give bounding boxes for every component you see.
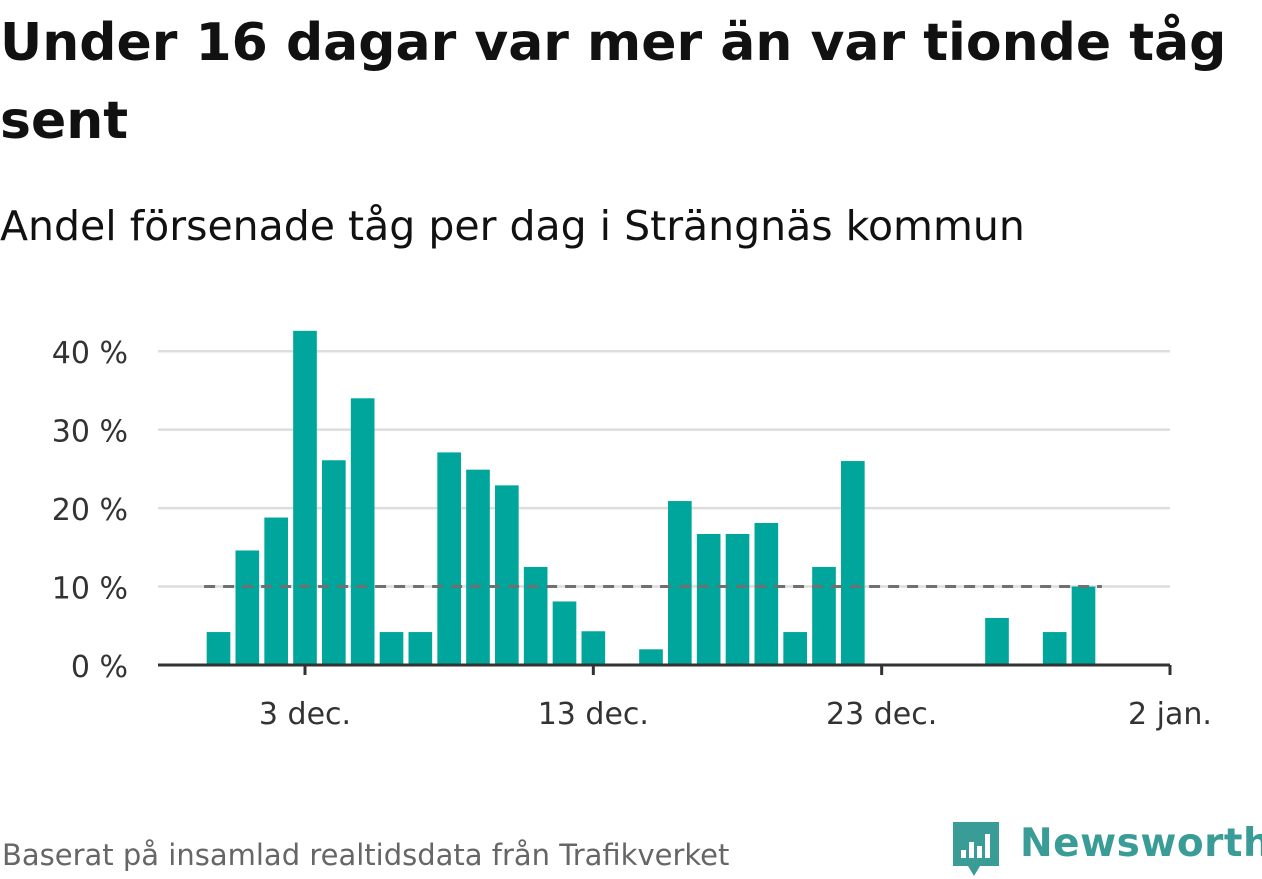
bar (293, 330, 317, 665)
brand-name: Newsworthy (1020, 821, 1262, 866)
x-axis-tick-labels: 3 dec. 13 dec. 23 dec. 2 jan. (259, 697, 1212, 732)
bar (495, 485, 519, 665)
bar (1071, 586, 1096, 665)
x-axis (158, 663, 1172, 675)
y-tick-label: 0 % (71, 650, 128, 685)
brand-logo[interactable]: Newsworthy (950, 818, 1262, 878)
x-tick-label: 13 dec. (538, 697, 649, 732)
source-note: Baserat på insamlad realtidsdata från Tr… (2, 838, 730, 872)
y-tick-label: 10 % (52, 572, 128, 607)
x-tick-label: 3 dec. (259, 697, 351, 732)
bar (668, 501, 692, 665)
bar (841, 461, 865, 665)
bar (985, 617, 1009, 665)
bars (206, 330, 1096, 665)
y-tick-label: 40 % (52, 336, 128, 371)
bar (466, 469, 490, 665)
bar (408, 632, 433, 665)
bar (379, 632, 404, 665)
bar (581, 631, 606, 665)
bar (350, 398, 375, 665)
newsworthy-logo-icon (953, 822, 999, 876)
chart-title: Under 16 dagar var mer än var tionde tåg… (0, 13, 1227, 151)
y-axis-tick-labels: 0 % 10 % 20 % 30 % 40 % (52, 336, 128, 685)
bar (783, 632, 807, 665)
bar (206, 632, 231, 665)
x-tick-label: 23 dec. (826, 697, 937, 732)
bar (725, 533, 750, 665)
bar (322, 460, 346, 665)
bar (552, 601, 577, 665)
x-tick-label: 2 jan. (1128, 697, 1212, 732)
chart-subtitle: Andel försenade tåg per dag i Strängnäs … (0, 202, 1025, 250)
y-tick-label: 30 % (52, 415, 128, 450)
bar (437, 452, 461, 665)
bar (754, 523, 779, 665)
bar (812, 566, 836, 665)
y-tick-label: 20 % (52, 493, 128, 528)
bar (1042, 632, 1067, 665)
bar (235, 550, 260, 665)
bar (264, 517, 288, 665)
bar (696, 533, 721, 665)
bar (523, 566, 548, 665)
bar (639, 649, 663, 665)
